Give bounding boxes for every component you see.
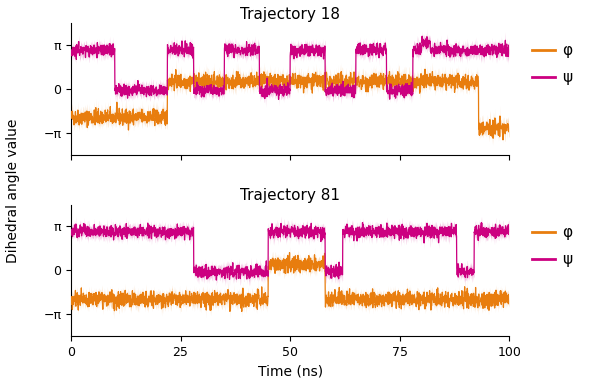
X-axis label: Time (ns): Time (ns) [258, 364, 323, 379]
Legend: φ, ψ: φ, ψ [526, 219, 578, 273]
Legend: φ, ψ: φ, ψ [526, 37, 578, 92]
Title: Trajectory 81: Trajectory 81 [240, 188, 340, 203]
Title: Trajectory 18: Trajectory 18 [240, 7, 340, 22]
Text: Dihedral angle value: Dihedral angle value [6, 119, 20, 263]
